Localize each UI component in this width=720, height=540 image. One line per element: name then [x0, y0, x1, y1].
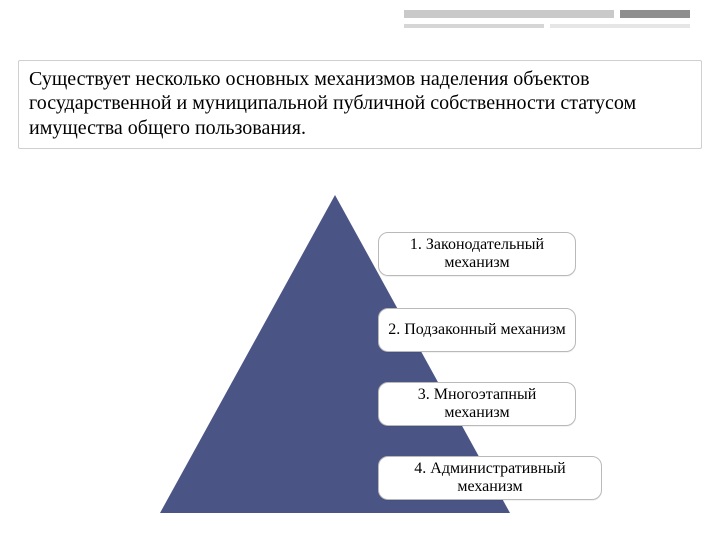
pyramid-item-2: 2. Подзаконный механизм: [378, 308, 576, 352]
pyramid-item-1: 1. Законодательный механизм: [378, 232, 576, 276]
pyramid-items: 1. Законодательный механизм 2. Подзаконн…: [0, 0, 720, 540]
pyramid-item-4: 4. Административный механизм: [378, 456, 602, 500]
slide: Существует несколько основных механизмов…: [0, 0, 720, 540]
pyramid-item-3: 3. Многоэтапный механизм: [378, 382, 576, 426]
